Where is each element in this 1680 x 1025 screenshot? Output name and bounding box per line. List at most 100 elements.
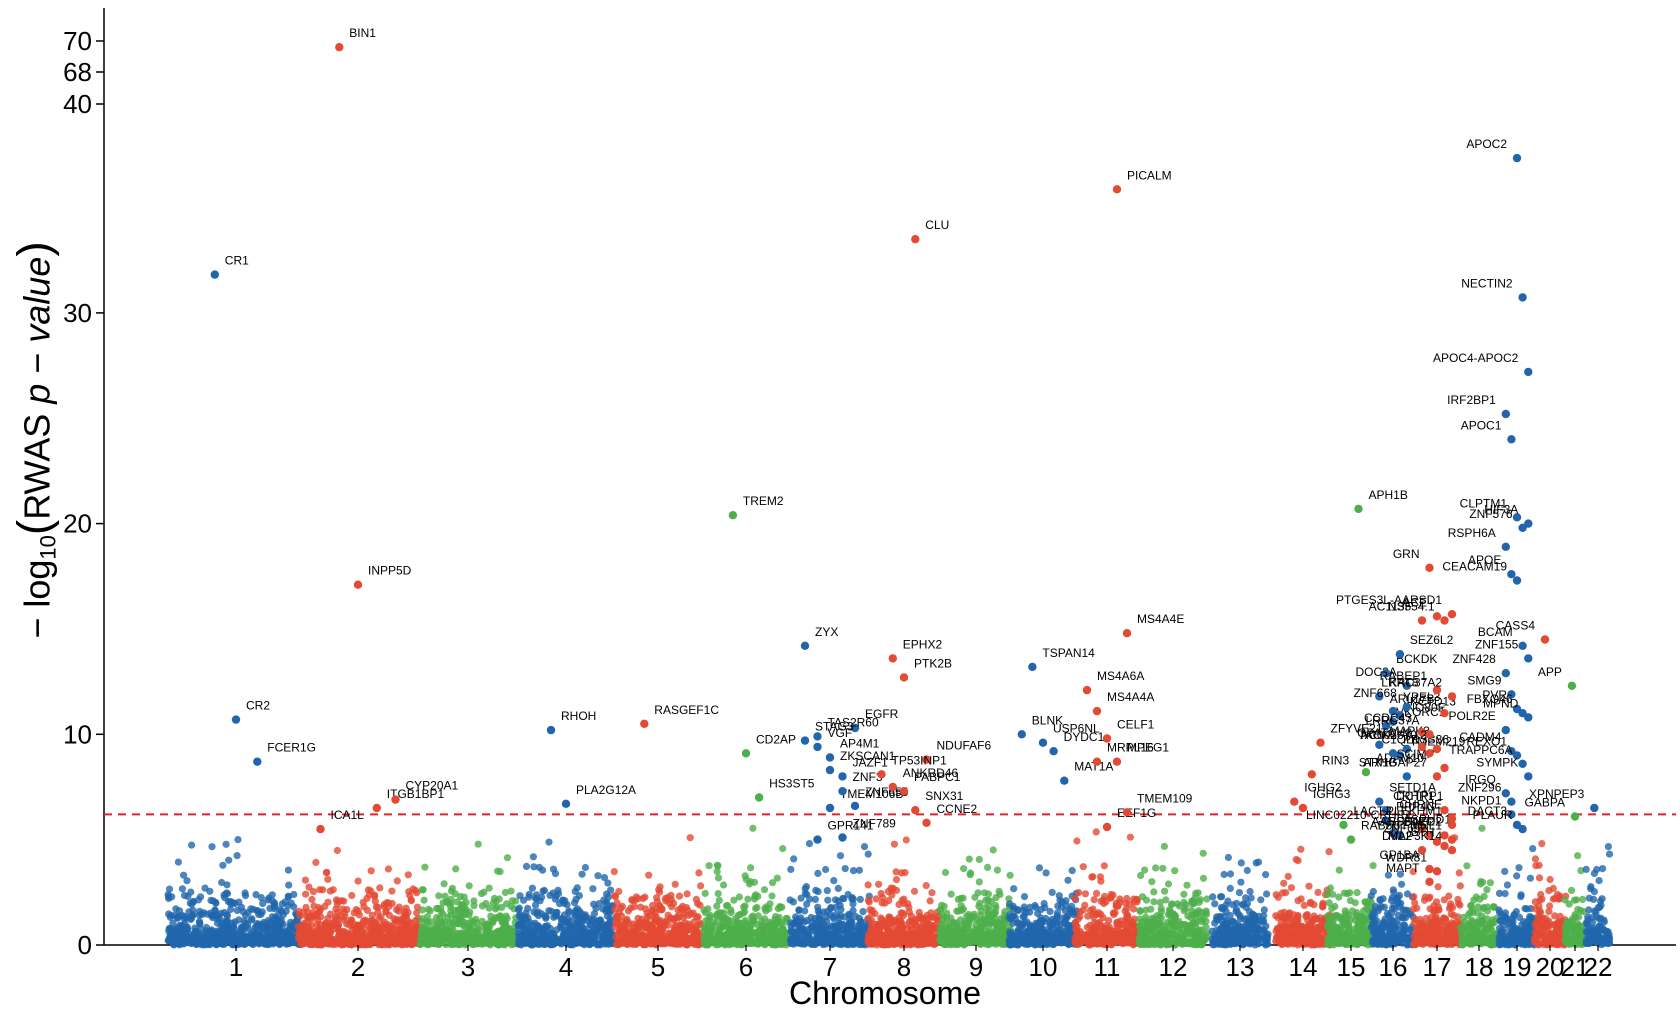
snp-point bbox=[302, 877, 309, 884]
snp-point bbox=[1244, 867, 1251, 874]
snp-point bbox=[787, 866, 794, 873]
snp-point bbox=[903, 836, 910, 843]
snp-point bbox=[523, 863, 530, 870]
snp-point bbox=[426, 941, 433, 948]
snp-point bbox=[1203, 908, 1210, 915]
snp-point bbox=[1261, 906, 1268, 913]
snp-point bbox=[225, 857, 232, 864]
snp-point bbox=[904, 900, 911, 907]
snp-point bbox=[680, 933, 687, 940]
snp-point bbox=[611, 868, 618, 875]
snp-point bbox=[1209, 928, 1216, 935]
snp-point bbox=[307, 914, 314, 921]
snp-point bbox=[902, 941, 909, 948]
snp-point bbox=[357, 924, 364, 931]
snp-point bbox=[578, 917, 585, 924]
snp-point bbox=[1238, 859, 1245, 866]
snp-point bbox=[501, 924, 508, 931]
snp-point bbox=[837, 852, 844, 859]
snp-point bbox=[814, 904, 821, 911]
snp-point bbox=[612, 893, 619, 900]
snp-point bbox=[913, 930, 920, 937]
snp-point bbox=[604, 936, 611, 943]
snp-point bbox=[516, 892, 523, 899]
snp-point bbox=[467, 935, 474, 942]
snp-point bbox=[1130, 905, 1137, 912]
snp-point bbox=[1257, 896, 1264, 903]
snp-point bbox=[366, 934, 373, 941]
snp-point bbox=[324, 876, 331, 883]
snp-point bbox=[1093, 828, 1100, 835]
snp-point bbox=[916, 909, 923, 916]
snp-point bbox=[795, 907, 802, 914]
snp-point bbox=[1227, 885, 1234, 892]
snp-point bbox=[765, 905, 772, 912]
snp-point bbox=[816, 910, 823, 917]
snp-point bbox=[856, 867, 863, 874]
snp-point bbox=[208, 843, 215, 850]
snp-point bbox=[687, 834, 694, 841]
snp-point bbox=[1158, 914, 1165, 921]
snp-point bbox=[421, 864, 428, 871]
snp-point bbox=[703, 934, 710, 941]
snp-point bbox=[305, 884, 312, 891]
snp-point bbox=[433, 939, 440, 946]
snp-point bbox=[1220, 932, 1227, 939]
snp-point bbox=[278, 931, 285, 938]
snp-point bbox=[955, 896, 962, 903]
snp-point bbox=[521, 929, 528, 936]
snp-point bbox=[1248, 894, 1255, 901]
y-tick-label: 0 bbox=[78, 930, 92, 960]
snp-point bbox=[234, 937, 241, 944]
snp-point bbox=[1082, 890, 1089, 897]
snp-point bbox=[861, 843, 868, 850]
snp-point bbox=[212, 899, 219, 906]
snp-point bbox=[1221, 871, 1228, 878]
snp-point bbox=[639, 931, 646, 938]
snp-point bbox=[1172, 917, 1179, 924]
snp-point bbox=[1200, 875, 1207, 882]
snp-point bbox=[813, 928, 820, 935]
snp-point bbox=[524, 905, 531, 912]
snp-point bbox=[976, 900, 983, 907]
snp-point bbox=[224, 911, 231, 918]
snp-point bbox=[193, 928, 200, 935]
snp-point bbox=[516, 922, 523, 929]
snp-point bbox=[381, 901, 388, 908]
snp-point bbox=[355, 878, 362, 885]
snp-point bbox=[880, 936, 887, 943]
snp-point bbox=[827, 905, 834, 912]
snp-point bbox=[486, 905, 493, 912]
snp-point bbox=[787, 896, 794, 903]
snp-point bbox=[1015, 920, 1022, 927]
snp-point bbox=[697, 882, 704, 889]
snp-point bbox=[737, 911, 744, 918]
snp-point bbox=[1192, 890, 1199, 897]
snp-point bbox=[824, 897, 831, 904]
snp-point bbox=[375, 924, 382, 931]
snp-point bbox=[385, 921, 392, 928]
snp-point bbox=[254, 939, 261, 946]
snp-point bbox=[234, 852, 241, 859]
snp-point bbox=[662, 919, 669, 926]
snp-point bbox=[332, 906, 339, 913]
snp-point bbox=[435, 892, 442, 899]
snp-point bbox=[449, 885, 456, 892]
snp-point bbox=[549, 890, 556, 897]
snp-point bbox=[1038, 919, 1045, 926]
snp-point bbox=[856, 915, 863, 922]
snp-point bbox=[360, 903, 367, 910]
snp-point bbox=[1236, 889, 1243, 896]
snp-point bbox=[1136, 936, 1143, 943]
snp-point bbox=[1150, 898, 1157, 905]
snp-point bbox=[1253, 859, 1260, 866]
snp-point bbox=[369, 917, 376, 924]
snp-point bbox=[734, 941, 741, 948]
snp-point bbox=[768, 892, 775, 899]
snp-point bbox=[524, 914, 531, 921]
snp-point bbox=[1305, 883, 1312, 890]
snp-point bbox=[497, 868, 504, 875]
snp-point bbox=[1147, 906, 1154, 913]
snp-point bbox=[670, 917, 677, 924]
snp-point bbox=[657, 883, 664, 890]
